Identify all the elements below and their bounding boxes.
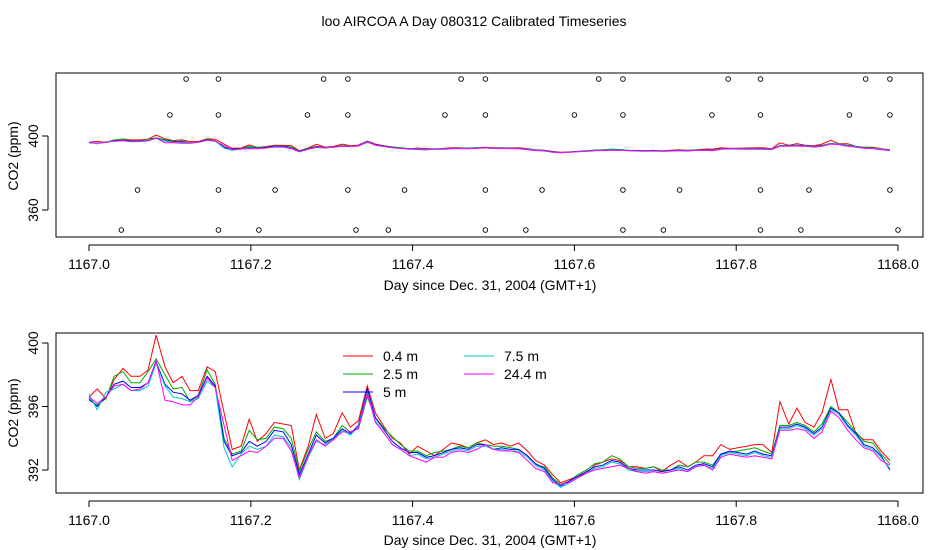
flag-marker [134,187,141,193]
flag-marker [620,76,626,82]
top-y-axis-label: CO2 (ppm) [5,121,21,190]
flag-marker [272,187,278,193]
bottom-legend: 0.4 m 2.5 m 5 m 7.5 m 24.4 m [343,348,547,400]
y-tick-label: 400 [25,331,41,355]
top-series-lines [88,134,890,154]
legend-label: 7.5 m [504,348,539,364]
y-tick-label: 392 [25,458,41,482]
x-tick-label: 1167.0 [68,512,110,528]
flag-marker [757,112,764,118]
x-tick-label: 1167.0 [68,256,110,272]
series-line [88,358,891,485]
flag-marker [183,76,189,82]
chart-title: loo AIRCOA A Day 080312 Calibrated Times… [321,13,626,29]
flag-marker [806,187,812,193]
flag-marker [895,227,901,233]
x-tick-label: 1167.2 [230,256,272,272]
legend-item: 0.4 m [343,348,418,364]
flag-marker [353,227,359,233]
flag-marker [215,187,222,193]
legend-item: 5 m [343,384,406,400]
flag-marker [482,76,489,82]
x-tick-label: 1167.2 [230,512,272,528]
flag-marker [304,112,311,118]
flag-marker [401,187,408,193]
flag-marker [887,112,893,118]
x-tick-label: 1167.8 [715,512,757,528]
flag-marker [571,112,578,118]
top-y-axis: 360 400 [25,124,49,222]
bottom-y-axis-label: CO2 (ppm) [5,378,21,447]
flag-marker [345,76,351,82]
series-line [88,334,891,484]
flag-marker [725,76,731,82]
legend-item: 24.4 m [464,366,547,382]
flag-marker [757,227,764,233]
flag-marker [167,112,173,118]
flag-marker [595,76,602,82]
legend-label: 2.5 m [383,366,418,382]
bottom-y-axis: 392 396 400 [25,331,49,482]
top-flag-markers [118,76,901,233]
legend-label: 0.4 m [383,348,418,364]
flag-marker [846,112,853,118]
flag-marker [523,227,529,233]
top-x-axis-label: Day since Dec. 31, 2004 (GMT+1) [384,277,597,293]
flag-marker [256,227,262,233]
flag-marker [620,227,626,233]
flag-marker [887,76,893,82]
flag-marker [215,227,222,233]
flag-marker [442,112,448,118]
flag-marker [345,187,351,193]
x-tick-label: 1167.4 [392,512,434,528]
x-tick-label: 1167.6 [554,256,596,272]
flag-marker [887,187,893,193]
bottom-series-lines [88,334,891,489]
flag-marker [215,112,222,118]
series-line [88,357,891,485]
bottom-panel: 1167.0 1167.2 1167.4 1167.6 1167.8 1168.0 392… [5,331,924,548]
flag-marker [620,112,626,118]
flag-marker [757,187,764,193]
flag-marker [676,187,683,193]
x-tick-label: 1168.0 [877,256,919,272]
flag-marker [482,227,489,233]
y-tick-label: 396 [25,395,41,419]
flag-marker [798,227,804,233]
flag-marker [482,112,489,118]
flag-marker [539,187,545,193]
bottom-x-axis: 1167.0 1167.2 1167.4 1167.6 1167.8 1168.0 [68,500,919,528]
flag-marker [862,76,869,82]
x-tick-label: 1168.0 [877,512,919,528]
flag-marker [118,227,125,233]
flag-marker [757,76,764,82]
flag-marker [458,76,464,82]
bottom-x-axis-label: Day since Dec. 31, 2004 (GMT+1) [384,532,597,548]
flag-marker [482,187,489,193]
y-tick-label: 360 [25,198,41,222]
bottom-plot-frame [55,332,924,494]
flag-marker [620,187,626,193]
top-plot-frame [55,72,924,238]
x-tick-label: 1167.4 [392,256,434,272]
x-tick-label: 1167.6 [554,512,596,528]
top-panel: 1167.0 1167.2 1167.4 1167.6 1167.8 1168.0 360… [5,72,924,293]
flag-marker [385,227,392,233]
flag-marker [320,76,327,82]
flag-marker [709,112,715,118]
x-tick-label: 1167.8 [715,256,757,272]
flag-marker [660,227,667,233]
legend-label: 5 m [383,384,406,400]
legend-item: 2.5 m [343,366,418,382]
flag-marker [345,112,351,118]
top-x-axis: 1167.0 1167.2 1167.4 1167.6 1167.8 1168.0 [68,244,919,272]
y-tick-label: 400 [25,124,41,148]
flag-marker [215,76,222,82]
legend-label: 24.4 m [504,366,547,382]
series-line [88,362,891,489]
series-line [88,137,890,154]
legend-item: 7.5 m [464,348,539,364]
